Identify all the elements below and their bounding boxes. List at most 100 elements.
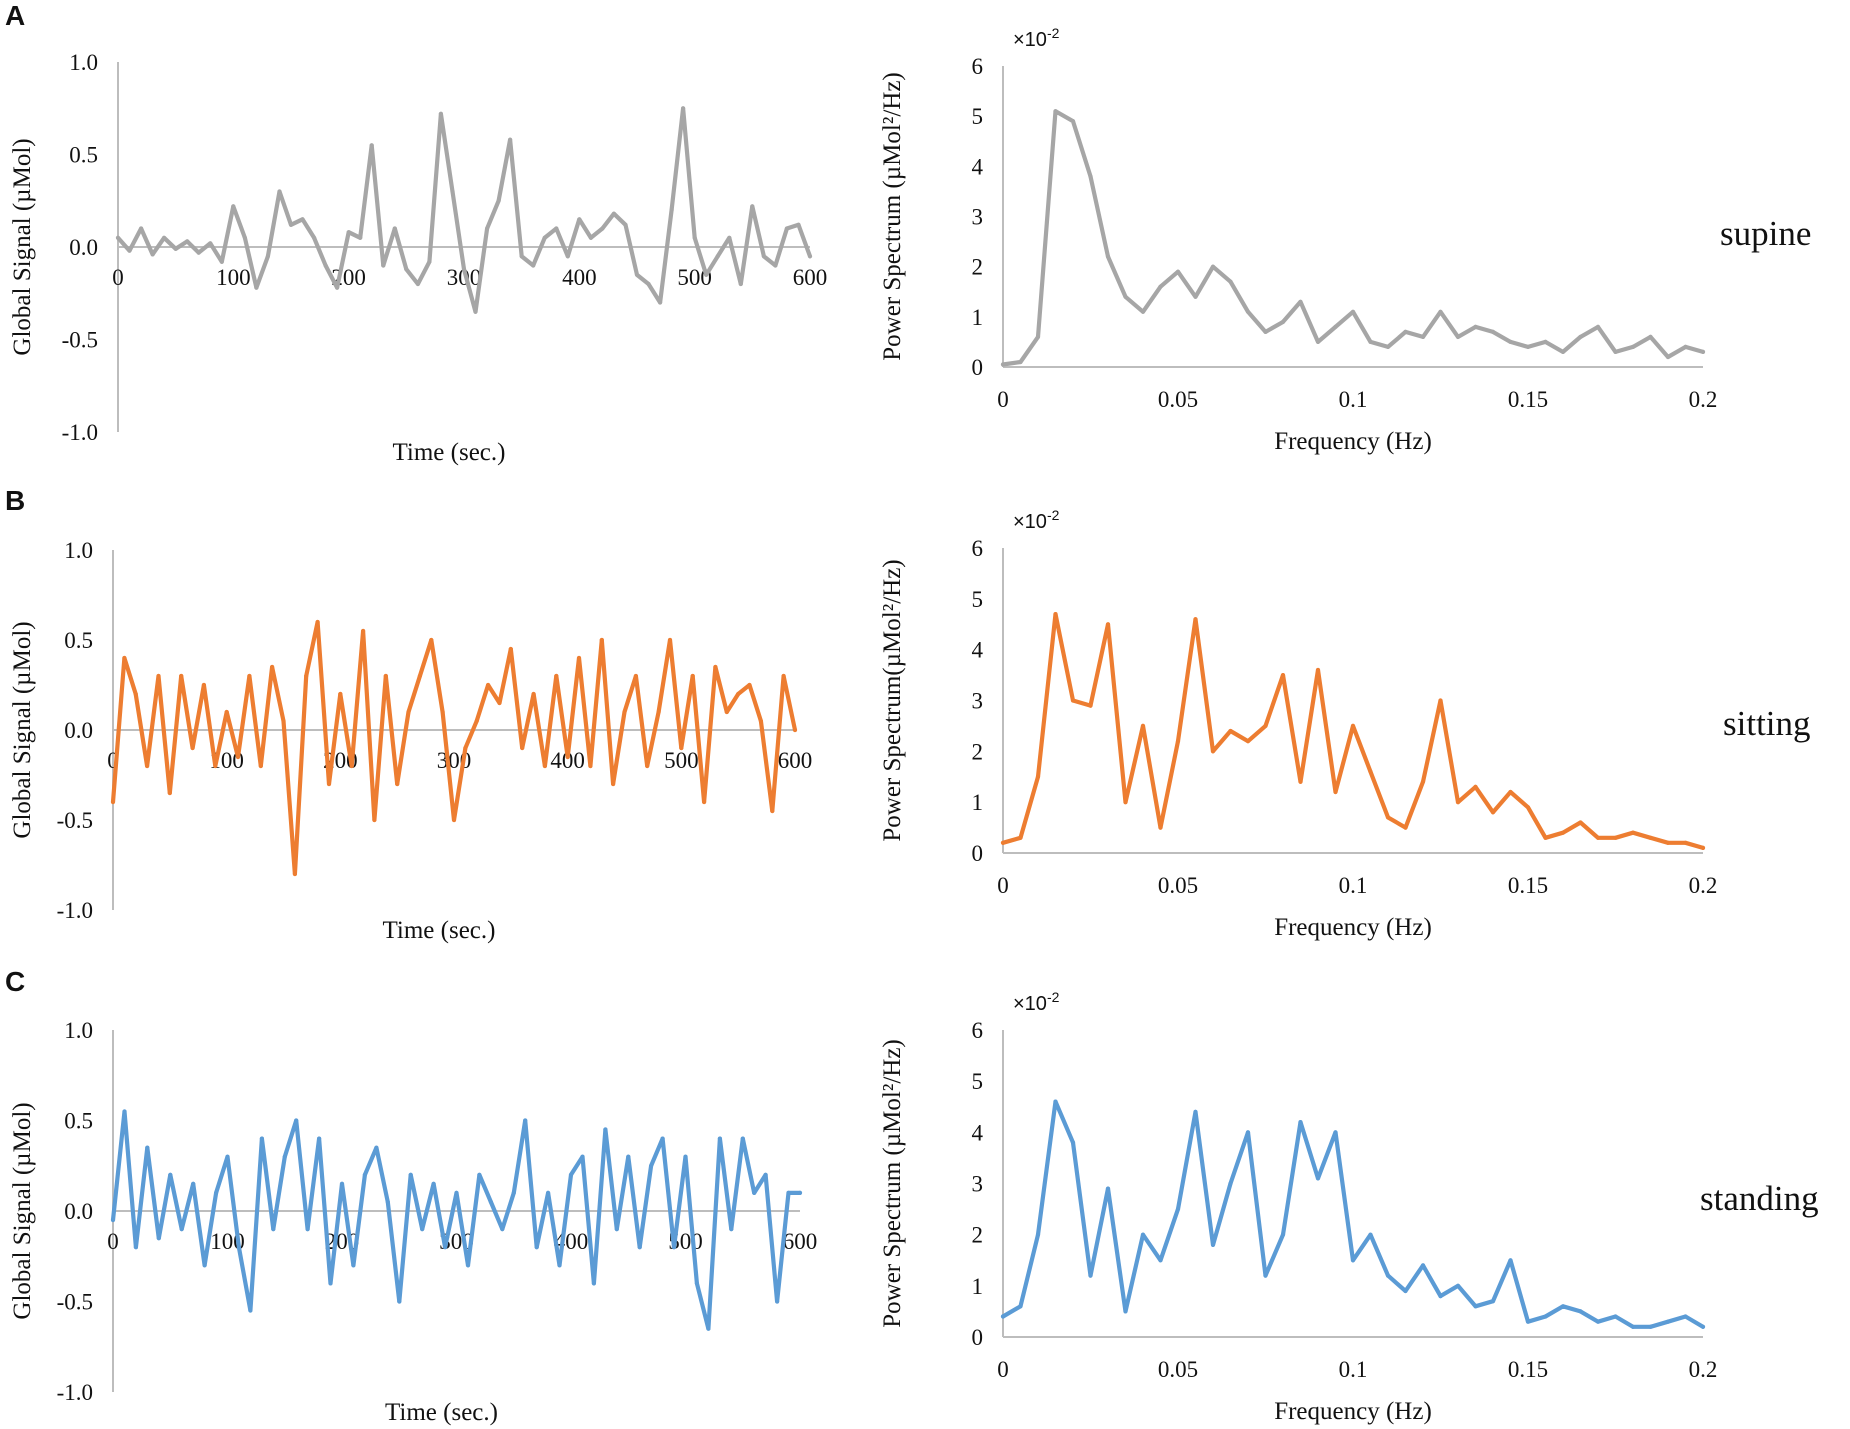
data-point [740,1136,745,1141]
data-point [646,281,651,287]
data-point [463,745,468,751]
data-point [179,1227,184,1232]
data-point [328,1281,333,1286]
data-point [738,281,743,287]
data-point [1245,309,1251,314]
data-point [588,235,594,240]
data-point [167,790,172,796]
data-point [242,235,247,240]
data-point [1473,784,1478,790]
y-axis-label: Power Spectrum (µMol²/Hz) [879,1039,906,1328]
data-point [1245,1130,1251,1135]
data-point [488,1199,493,1205]
data-point [1070,698,1076,703]
data-point [1088,1273,1093,1278]
y-tick-label: 2 [972,739,984,764]
data-point [397,1299,402,1304]
data-point [417,673,422,679]
data-point [1473,1304,1478,1309]
data-point [372,817,377,823]
data-point [415,281,420,287]
data-point [277,189,282,194]
data-point [265,254,270,259]
data-point [235,754,241,760]
data-point [259,1136,264,1141]
data-point [508,646,513,652]
data-point [1648,835,1653,840]
data-point [335,285,340,290]
data-point [214,1190,219,1195]
data-point [429,637,434,643]
data-point [282,1154,287,1159]
data-point [431,1181,436,1186]
data-point [1578,820,1583,825]
data-point [392,226,397,231]
data-point [454,1190,459,1195]
data-point [671,1245,677,1250]
data-point [450,189,455,194]
data-point [404,267,409,272]
data-point [438,111,443,116]
data-point [1560,830,1566,835]
data-point [258,763,263,769]
x-tick-label: 0.05 [1158,1357,1198,1382]
data-point [185,239,190,244]
data-point [1455,1283,1461,1288]
data-point [599,637,604,643]
y-tick-label: 1 [972,305,984,330]
data-point [443,1245,448,1250]
data-point [427,259,432,264]
data-point [179,673,184,679]
data-point [792,727,798,733]
data-point [1070,119,1076,124]
data-point [224,709,229,715]
x-axis-label: Time (sec.) [393,439,506,466]
data-point [461,267,467,272]
data-point [1280,673,1286,678]
data-point [1525,1319,1531,1324]
data-point [1420,334,1426,339]
data-point [1403,329,1408,334]
data-point [162,235,167,240]
data-point [1263,1273,1268,1278]
data-point [486,682,491,688]
data-point [542,235,547,240]
data-point [173,246,178,251]
data-point [1578,334,1583,339]
x-tick-label: 0.05 [1158,873,1198,898]
data-point [315,619,320,625]
data-point [1350,723,1356,729]
data-point [568,1172,574,1177]
y-tick-label: 0 [972,1325,984,1350]
y-tick-label: 4 [972,1120,984,1145]
y-tick-label: 1.0 [64,1018,93,1043]
data-point [1088,703,1093,708]
data-point [1473,324,1478,329]
data-point [383,673,388,679]
data-point [706,1326,711,1331]
data-point [381,263,386,268]
x-tick-label: 0 [997,1357,1009,1382]
data-point [497,700,502,706]
data-point [115,235,121,240]
data-point [1123,1309,1128,1314]
data-point [1210,749,1216,754]
data-point [351,1263,356,1268]
data-point [294,1118,299,1123]
data-point [440,709,445,715]
data-point [1595,835,1601,840]
data-point [477,1172,482,1177]
power-spectrum-chart: 0 1 2 3 4 5 6 0 0.05 0.1 0.15 0.2 Frequency (Hz) Powe… [879,989,1717,1425]
x-tick-label: 400 [562,265,597,290]
data-point [1648,1324,1653,1329]
data-point [534,1245,539,1250]
data-point [326,781,332,787]
x-axis-label: Time (sec.) [383,917,496,944]
data-point [797,1190,803,1195]
data-point [681,106,686,111]
data-point [1508,789,1513,795]
data-point [694,1281,700,1286]
data-point [658,300,663,305]
data-point [1333,1130,1338,1135]
